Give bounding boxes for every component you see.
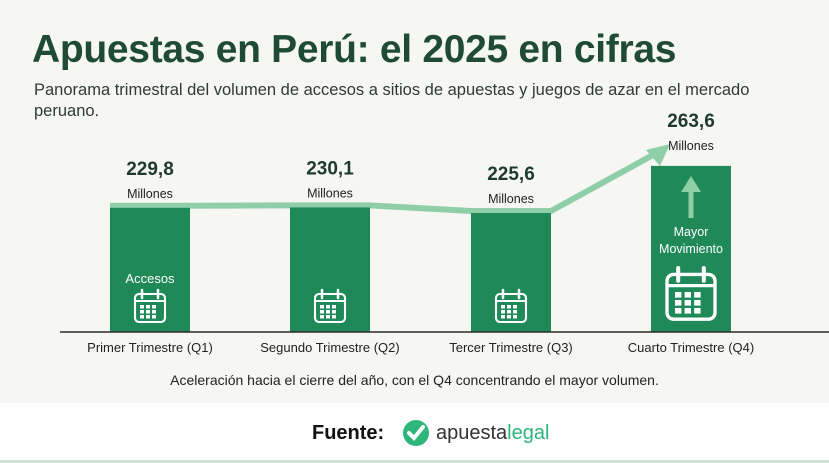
bar-annotation: Mayor: [674, 225, 709, 239]
unit-label: Millones: [668, 139, 714, 153]
bar-q3: [471, 213, 551, 332]
unit-label: Millones: [488, 192, 534, 206]
unit-label: Millones: [307, 186, 353, 200]
bar-annotation: Accesos: [125, 271, 175, 286]
apuestalegal-logo[interactable]: apuestalegal: [402, 419, 549, 447]
unit-label: Millones: [127, 187, 173, 201]
x-tick-label: Cuarto Trimestre (Q4): [628, 340, 754, 355]
bar-chart: 229,8 Millones Primer Trimestre (Q1) 230,1 M…: [60, 111, 829, 355]
value-label: 225,6: [487, 164, 535, 185]
source-label: Fuente:: [312, 422, 385, 444]
bar-annotation: Movimiento: [659, 242, 723, 256]
value-label: 230,1: [306, 158, 354, 179]
logo-text-legal: legal: [507, 421, 550, 444]
page-title: Apuestas en Perú: el 2025 en cifras: [32, 28, 677, 71]
x-tick-label: Segundo Trimestre (Q2): [260, 340, 399, 355]
calendar-icon: [313, 288, 347, 324]
x-tick-label: Primer Trimestre (Q1): [87, 340, 213, 355]
chart-caption: Aceleración hacia el cierre del año, con…: [170, 372, 659, 388]
calendar-icon: [494, 288, 528, 324]
calendar-icon: [665, 266, 717, 321]
up-arrow-icon: [681, 176, 701, 192]
check-logo-icon: [403, 420, 429, 446]
logo-text-apuesta: apuesta: [436, 421, 508, 444]
trend-arrow-head: [646, 144, 670, 166]
x-tick-label: Tercer Trimestre (Q3): [449, 340, 573, 355]
calendar-icon: [133, 288, 167, 324]
value-label: 229,8: [126, 159, 174, 180]
trend-line: [110, 147, 664, 214]
subtitle: Panorama trimestral del volumen de acces…: [34, 81, 750, 120]
value-label: 263,6: [667, 111, 715, 132]
